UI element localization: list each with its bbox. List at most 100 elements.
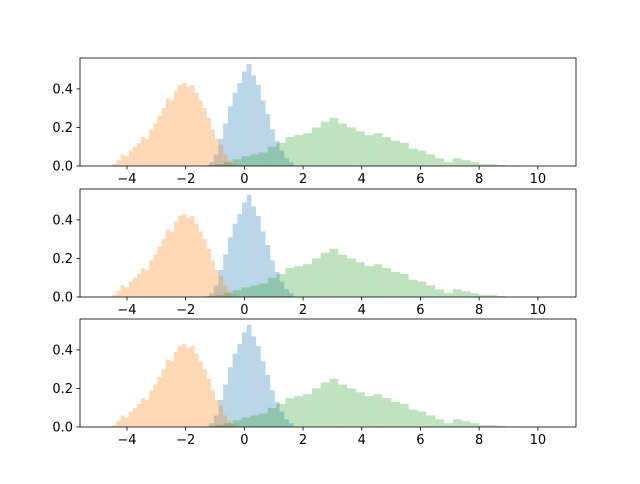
histogram-bar (418, 151, 427, 166)
histogram-bar (233, 290, 242, 297)
histogram-bar (211, 390, 215, 427)
histogram-bar (162, 239, 166, 297)
histogram-bar (153, 385, 157, 427)
histogram-bar (435, 289, 444, 297)
histogram-bar (241, 287, 250, 297)
histogram-bar (182, 214, 186, 297)
histogram-bar (170, 361, 174, 427)
histogram-bar (303, 264, 312, 297)
histogram-bar (199, 231, 203, 297)
histogram-bar (224, 162, 233, 166)
histogram-bar (247, 64, 252, 166)
histogram-bar (303, 394, 312, 427)
x-tick-label: −4 (117, 172, 136, 187)
y-tick-label: 0.2 (52, 252, 73, 267)
y-tick-label: 0.2 (52, 382, 73, 397)
histogram-bar (418, 282, 427, 297)
histogram-bar (285, 268, 294, 297)
x-tick-label: 10 (530, 433, 547, 448)
histogram-bar (303, 133, 312, 166)
histogram-bar (382, 398, 391, 427)
histogram-bar (251, 75, 256, 166)
histogram-bar (373, 264, 382, 297)
histogram-bar (347, 258, 356, 297)
histogram-bar (233, 354, 238, 427)
histogram-bar (435, 158, 444, 166)
histogram-bar (312, 258, 321, 297)
histogram-bar (382, 137, 391, 166)
histogram-bar (259, 153, 268, 167)
histogram-bar (391, 272, 400, 297)
histogram-bar (400, 274, 409, 297)
y-tick-label: 0.4 (52, 82, 73, 97)
histogram-bar (312, 388, 321, 427)
histogram-bar (203, 369, 207, 427)
histogram-bar (268, 408, 277, 427)
histogram-bar (277, 404, 286, 427)
histogram-bar (157, 377, 161, 427)
x-tick-label: −2 (176, 433, 195, 448)
histogram-bar (194, 93, 198, 166)
histogram-bar (444, 162, 453, 166)
histogram-bar (277, 274, 286, 297)
histogram-bar (162, 108, 166, 166)
histogram-bar (157, 116, 161, 166)
histogram-bar (259, 414, 268, 428)
histogram-bar (382, 268, 391, 297)
y-tick-label: 0.0 (52, 160, 73, 175)
histogram-bar (426, 285, 435, 297)
x-tick-label: −2 (176, 172, 195, 187)
histogram-bar (242, 333, 247, 428)
histogram-bar (247, 325, 252, 427)
histogram-bar (444, 293, 453, 297)
histogram-bar (157, 247, 161, 297)
histogram-bar (149, 129, 153, 166)
x-tick-label: −4 (117, 303, 136, 318)
histogram-bar (137, 143, 141, 166)
histogram-bar (215, 270, 219, 297)
histogram-bar (149, 260, 153, 297)
histogram-bar (462, 160, 471, 166)
histogram-bar (237, 214, 242, 297)
histogram-bar (338, 385, 347, 427)
histogram-bar (166, 230, 170, 298)
histogram-bar (203, 108, 207, 166)
histogram-bar (207, 249, 211, 297)
histogram-bar (250, 285, 259, 297)
histogram-bar (409, 149, 418, 166)
histogram-bar (178, 216, 182, 297)
histogram-bar (400, 404, 409, 427)
histogram-bar (186, 218, 190, 297)
x-tick-label: 6 (416, 433, 424, 448)
histogram-bar (233, 420, 242, 427)
x-tick-label: 4 (358, 172, 366, 187)
histogram-bar (426, 154, 435, 166)
histogram-bar (251, 336, 256, 427)
histogram-bar (129, 282, 133, 297)
histogram-bar (125, 417, 129, 427)
histogram-bar (141, 268, 145, 297)
histogram-bar (321, 253, 330, 297)
histogram-bar (133, 278, 137, 297)
histogram-bar (182, 83, 186, 166)
histogram-bar (174, 352, 178, 427)
histogram-bar (228, 237, 233, 297)
histogram-bar (125, 156, 129, 166)
y-tick-label: 0.4 (52, 343, 73, 358)
histogram-bar (203, 239, 207, 297)
histogram-bar (453, 289, 462, 297)
histogram-bar (329, 249, 338, 297)
y-tick-label: 0.4 (52, 213, 73, 228)
histogram-bar (145, 270, 149, 297)
histogram-bar (137, 274, 141, 297)
histogram-bar (224, 423, 233, 427)
histogram-bar (259, 284, 268, 298)
histogram-bar (285, 137, 294, 166)
histogram-bar (153, 124, 157, 166)
histogram-bar (321, 122, 330, 166)
histogram-bar (211, 260, 215, 297)
histogram-bar (418, 412, 427, 427)
histogram-bar (228, 367, 233, 427)
histogram-bar (233, 159, 242, 166)
